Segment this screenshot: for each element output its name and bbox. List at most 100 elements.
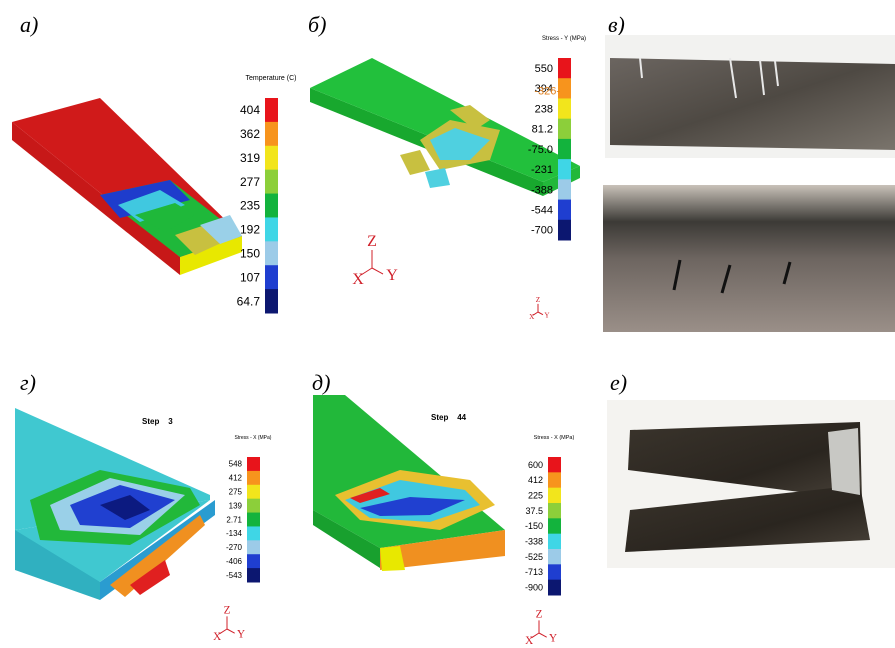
triad-label: X — [352, 271, 364, 288]
axis-triad — [219, 616, 234, 634]
color-band — [265, 217, 278, 241]
color-band — [265, 194, 278, 218]
legend-title: Temperature (C) — [246, 75, 297, 82]
triad-label: X — [213, 631, 221, 643]
legend-title: Stress - X (MPa) — [235, 435, 272, 441]
legend-tick: -544 — [531, 205, 553, 217]
triad-label: Z — [224, 605, 231, 617]
color-band — [247, 485, 260, 499]
legend-marker: -326- — [534, 85, 560, 97]
legend-title: Stress - Y (MPa) — [542, 36, 586, 42]
legend-tick: 2.71 — [226, 515, 242, 524]
color-band — [548, 564, 561, 580]
color-band — [247, 499, 260, 513]
color-band — [247, 554, 260, 568]
axis-triad — [361, 250, 383, 275]
triad-label: Y — [549, 632, 557, 644]
color-band — [265, 241, 278, 265]
color-band — [548, 488, 561, 504]
color-band — [548, 457, 561, 473]
triad-label: Z — [367, 233, 377, 250]
color-band — [558, 119, 571, 140]
legend-tick: -338 — [525, 536, 543, 546]
legend-tick: -406 — [226, 557, 243, 566]
color-band — [548, 549, 561, 565]
triad-label: Z — [536, 296, 540, 304]
legend-tick: 600 — [528, 460, 543, 470]
fem-plate — [12, 98, 242, 275]
panel-label: б) — [308, 12, 326, 37]
color-band — [548, 518, 561, 534]
step-label: Step 3 — [142, 417, 173, 426]
legend-tick: 235 — [240, 199, 260, 213]
legend-tick: 412 — [229, 474, 243, 483]
legend-tick: 550 — [535, 63, 553, 75]
color-band — [558, 200, 571, 221]
panel-label: е) — [610, 370, 627, 395]
legend-tick: 319 — [240, 151, 260, 165]
panel-label: в) — [608, 12, 625, 37]
color-band — [247, 526, 260, 540]
legend-tick: 81.2 — [532, 124, 553, 136]
legend-tick: 412 — [528, 475, 543, 485]
triad-label: X — [525, 635, 533, 647]
legend-tick: 192 — [240, 223, 260, 237]
photo — [605, 35, 895, 158]
color-band — [265, 289, 278, 313]
legend-tick: 107 — [240, 270, 260, 284]
color-band — [265, 170, 278, 194]
triad-label: Z — [536, 609, 543, 621]
photo — [603, 185, 895, 332]
legend-tick: 404 — [240, 103, 260, 117]
color-band — [558, 179, 571, 200]
legend-tick: -900 — [525, 582, 543, 592]
legend-tick: 37.5 — [525, 506, 543, 516]
panel-label: а) — [20, 12, 38, 37]
triad-label: Y — [237, 628, 245, 640]
color-band — [265, 98, 278, 122]
color-band — [247, 513, 260, 527]
legend-tick: 64.7 — [237, 294, 261, 308]
legend-title: Stress - X (MPa) — [534, 435, 575, 441]
legend-tick: -388 — [531, 184, 553, 196]
color-band — [247, 457, 260, 471]
color-band — [247, 568, 260, 582]
legend-tick: 225 — [528, 490, 543, 500]
legend-tick: -713 — [525, 567, 543, 577]
color-band — [558, 139, 571, 160]
fem-plate — [313, 395, 505, 571]
legend-tick: 362 — [240, 127, 260, 141]
photo — [607, 400, 895, 568]
color-band — [548, 503, 561, 519]
legend-tick: -543 — [226, 571, 243, 580]
color-band — [265, 265, 278, 289]
axis-triad — [531, 620, 546, 638]
legend-tick: 238 — [535, 103, 553, 115]
color-band — [558, 98, 571, 119]
legend-tick: -75.0 — [528, 144, 553, 156]
legend-tick: 277 — [240, 175, 260, 189]
axis-triad — [533, 304, 543, 315]
color-band — [265, 122, 278, 146]
color-band — [548, 534, 561, 550]
color-band — [558, 220, 571, 241]
legend-tick: 150 — [240, 246, 260, 260]
figure: а) б) в) г) д) е) — [0, 0, 895, 648]
legend-tick: -231 — [531, 164, 553, 176]
color-band — [558, 58, 571, 79]
legend-tick: -700 — [531, 225, 553, 237]
triad-label: Y — [386, 267, 398, 284]
legend-tick: -134 — [226, 529, 243, 538]
step-label: Step 44 — [431, 413, 467, 422]
fem-plate — [15, 408, 215, 600]
color-band — [558, 159, 571, 180]
legend-tick: -525 — [525, 552, 543, 562]
color-band — [548, 580, 561, 596]
legend-tick: 275 — [229, 488, 243, 497]
legend-tick: 548 — [229, 460, 243, 469]
panel-label: д) — [312, 370, 330, 395]
legend-tick: 139 — [229, 501, 243, 510]
color-band — [265, 146, 278, 170]
color-band — [548, 472, 561, 488]
legend-tick: -270 — [226, 543, 243, 552]
